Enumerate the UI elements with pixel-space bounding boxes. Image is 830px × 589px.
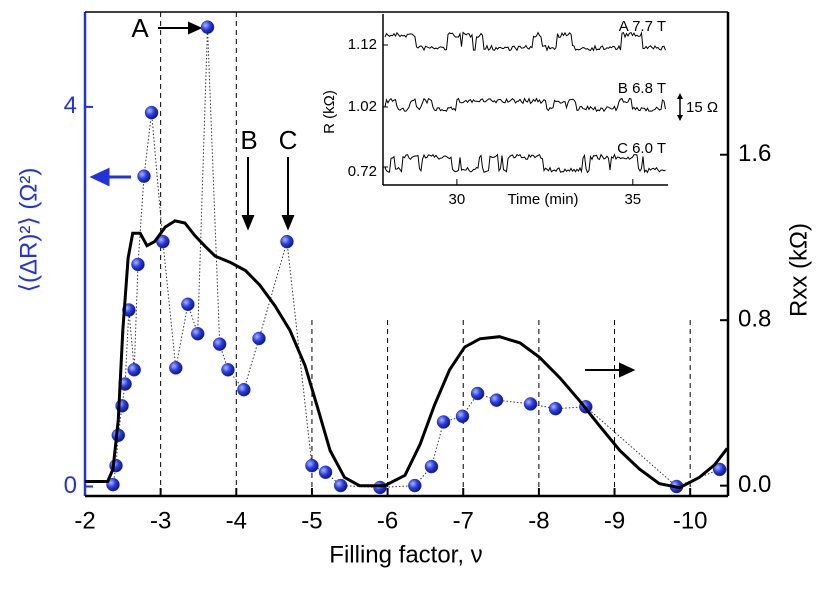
x-tick-label: -3 (150, 507, 171, 534)
y2-axis-label: Rxx (kΩ) (785, 223, 812, 317)
point (190, 326, 205, 341)
y-tick-label: 4 (64, 92, 77, 119)
scale-bar-label: 15 Ω (686, 99, 718, 116)
x-tick-label: -10 (673, 507, 708, 534)
point (523, 397, 538, 411)
point (408, 478, 422, 493)
trace-label: C 6.0 T (617, 140, 666, 157)
arrows (158, 21, 636, 378)
trace-label: B 6.8 T (618, 80, 666, 97)
point (252, 331, 266, 346)
y-axis-label: ⟨(ΔR)²⟩ (Ω²) (15, 168, 42, 293)
arrow-head (89, 167, 110, 187)
x-tick-label: -2 (74, 507, 95, 534)
point (436, 415, 451, 429)
point (548, 401, 563, 416)
point (489, 393, 504, 407)
point (470, 386, 485, 401)
noise-trace (384, 97, 666, 113)
noise-trace (384, 31, 666, 52)
point (318, 465, 333, 480)
arrow-head (241, 215, 255, 231)
point (212, 337, 227, 351)
point (373, 480, 387, 495)
arrow-head (281, 215, 295, 231)
point (200, 20, 215, 34)
noise-trace (384, 153, 666, 174)
trace-label: A 7.7 T (619, 18, 666, 35)
point (169, 361, 183, 375)
inset-y-label: R (kΩ) (321, 90, 338, 134)
point (221, 363, 235, 377)
point (106, 477, 120, 492)
inset-y-tick-label: 0.72 (348, 163, 377, 180)
x-tick-label: -6 (377, 507, 398, 534)
point (712, 462, 727, 477)
point (137, 169, 151, 183)
inset: 30 35 Time (min) R (kΩ) 1.12 A 7.7 T 1.02 B 6.8… (321, 14, 718, 208)
blue-arrow (89, 167, 131, 187)
arrow-head (188, 21, 203, 35)
inset-x-tick-label: 35 (624, 191, 641, 208)
point (305, 458, 319, 473)
point (424, 459, 439, 474)
point (156, 234, 170, 249)
point (144, 105, 159, 120)
x-tick-label: -4 (226, 507, 247, 534)
y2-tick-label: 0.0 (738, 471, 771, 498)
rxx-line (85, 219, 729, 490)
y2-tick-label: 0.8 (738, 306, 771, 333)
annotation: C (279, 125, 298, 155)
scale-bar-head (677, 93, 683, 121)
y2-tick-label: 1.6 (738, 140, 771, 167)
x-tick-label: -9 (604, 507, 625, 534)
annotation: B (240, 125, 257, 155)
inset-x-tick-label: 30 (449, 191, 466, 208)
inset-y-tick-label: 1.02 (348, 98, 377, 115)
x-tick-label: -8 (528, 507, 549, 534)
point (181, 297, 195, 312)
point (280, 234, 294, 249)
x-axis-label: Filling factor, ν (329, 541, 482, 568)
arrow-head (619, 362, 636, 378)
y-tick-label: 0 (64, 472, 77, 499)
x-tick-label: -5 (301, 507, 322, 534)
annotation: A (131, 13, 149, 43)
point (455, 409, 470, 424)
x-tick-label: -7 (453, 507, 474, 534)
inset-y-tick-label: 1.12 (348, 36, 377, 53)
point (127, 363, 141, 377)
point (333, 478, 348, 493)
point (131, 257, 145, 272)
inset-x-label: Time (min) (507, 191, 578, 208)
point (237, 382, 251, 397)
